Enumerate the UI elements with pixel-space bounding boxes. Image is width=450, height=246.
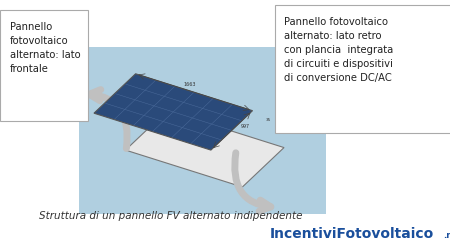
Text: 1663: 1663 xyxy=(183,82,196,87)
Polygon shape xyxy=(94,74,252,150)
Text: Pannello fotovoltaico
alternato: lato retro
con plancia  integrata
di circuiti e: Pannello fotovoltaico alternato: lato re… xyxy=(284,17,394,83)
FancyBboxPatch shape xyxy=(0,10,88,121)
Text: 997: 997 xyxy=(241,124,250,129)
Polygon shape xyxy=(126,111,284,187)
FancyBboxPatch shape xyxy=(79,47,326,214)
Text: Pannello
fotovoltaico
alternato: lato
frontale: Pannello fotovoltaico alternato: lato fr… xyxy=(10,22,81,74)
FancyBboxPatch shape xyxy=(274,5,450,133)
Text: .name: .name xyxy=(443,231,450,240)
Text: 35: 35 xyxy=(266,118,271,122)
Text: IncentiviFotovoltaico: IncentiviFotovoltaico xyxy=(270,227,434,241)
Text: Struttura di un pannello FV alternato indipendente: Struttura di un pannello FV alternato in… xyxy=(39,211,303,221)
